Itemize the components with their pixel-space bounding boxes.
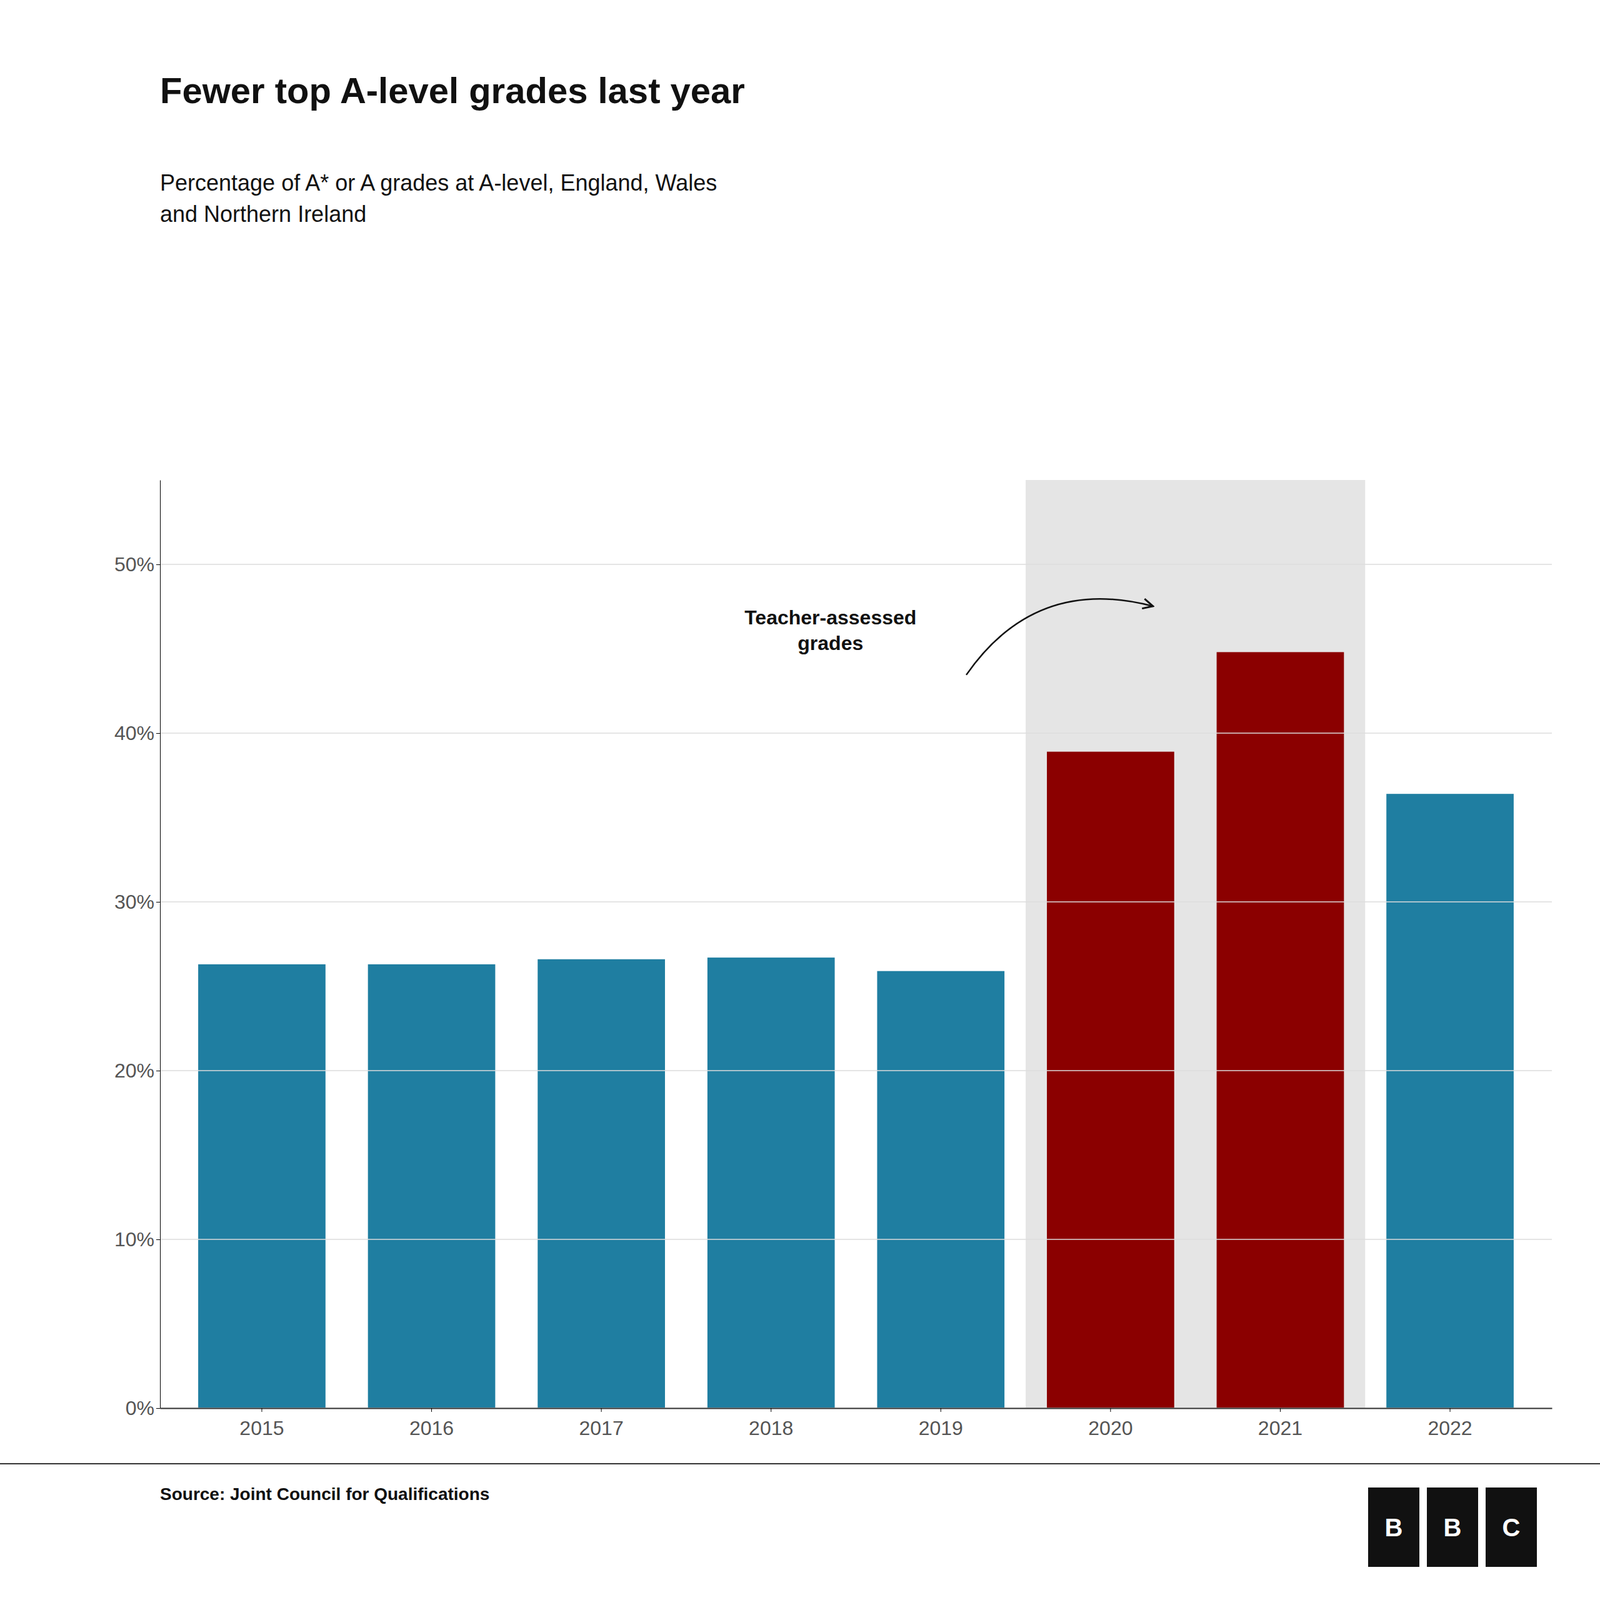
y-tick-label: 50% [114, 553, 155, 576]
y-tick-label: 20% [114, 1059, 155, 1082]
background [0, 0, 1600, 1600]
bar [537, 959, 665, 1409]
plot-area [198, 480, 1514, 1409]
grid-line [160, 1407, 1552, 1409]
x-tick-mark [770, 1408, 772, 1412]
grid-line [160, 563, 1552, 565]
y-tick-mark [156, 1408, 160, 1409]
grid-line [160, 732, 1552, 734]
x-axis-line [160, 1408, 1553, 1410]
grid-line [160, 901, 1552, 903]
y-tick: 0% [125, 1396, 160, 1420]
grid [160, 564, 1552, 1409]
logo-box [1368, 1487, 1420, 1567]
x-tick: 2018 [748, 1408, 794, 1440]
bar [1386, 793, 1514, 1409]
y-axis: 0% 10% 20% 30% 40% 50% [114, 480, 161, 1420]
bar [876, 971, 1005, 1409]
y-tick-mark [156, 1239, 160, 1240]
x-tick: 2021 [1258, 1408, 1303, 1440]
bar [1216, 651, 1345, 1409]
logo-letter: B [1385, 1513, 1404, 1542]
bar [198, 964, 326, 1409]
logo-box [1485, 1487, 1537, 1567]
annotation-line: Teacher-assessed [744, 606, 917, 629]
subtitle-line: Percentage of A* or A grades at A-level,… [160, 170, 717, 196]
x-tick: 2022 [1427, 1408, 1472, 1440]
x-tick-label: 2016 [409, 1416, 454, 1440]
source: Source: Joint Council for Qualifications [160, 1484, 490, 1504]
x-tick: 2019 [918, 1408, 964, 1440]
annotation: Teacher-assessedgrades [744, 606, 917, 655]
bars [198, 651, 1514, 1409]
y-axis-line [160, 480, 161, 1409]
logo-box [1426, 1487, 1479, 1567]
chart-root: 0% 10% 20% 30% 40% 50% 2015 2016 2017 2018 2019 202… [0, 0, 1600, 1600]
y-tick: 50% [114, 553, 160, 576]
x-tick-mark [940, 1408, 942, 1412]
x-tick-mark [601, 1408, 602, 1412]
x-tick-mark [431, 1408, 432, 1412]
x-tick: 2017 [579, 1408, 624, 1440]
y-tick: 40% [114, 721, 160, 745]
x-tick-mark [1110, 1408, 1111, 1412]
y-tick-mark [156, 564, 160, 565]
logo-letter: B [1443, 1513, 1462, 1542]
x-tick-label: 2015 [239, 1416, 284, 1440]
x-tick-label: 2022 [1427, 1416, 1472, 1440]
y-tick: 20% [114, 1059, 160, 1082]
y-tick-label: 40% [114, 721, 155, 745]
y-tick: 30% [114, 890, 160, 914]
grid-line [160, 1070, 1552, 1072]
x-tick: 2020 [1088, 1408, 1133, 1440]
x-tick-mark [1450, 1408, 1451, 1412]
y-tick: 10% [114, 1228, 160, 1251]
x-tick-label: 2019 [918, 1416, 964, 1440]
bar [707, 957, 835, 1409]
annotation-line: grades [797, 631, 864, 655]
x-tick-label: 2017 [579, 1416, 624, 1440]
y-tick-mark [156, 733, 160, 734]
logo: BBC [1368, 1487, 1537, 1567]
x-tick: 2015 [239, 1408, 284, 1440]
annotation-arrow [966, 598, 1154, 675]
bar [368, 964, 496, 1409]
x-axis: 2015 2016 2017 2018 2019 2020 2021 2022 [160, 1408, 1553, 1440]
logo-letter: C [1502, 1513, 1521, 1542]
x-tick-mark [1280, 1408, 1281, 1412]
x-tick-label: 2018 [748, 1416, 794, 1440]
x-tick-mark [261, 1408, 262, 1412]
y-tick-label: 30% [114, 890, 155, 914]
x-tick-label: 2021 [1258, 1416, 1303, 1440]
y-tick-label: 10% [114, 1228, 155, 1251]
grid-line [160, 1238, 1552, 1240]
subtitle: Percentage of A* or A grades at A-level,… [160, 170, 717, 227]
highlight-band [1025, 480, 1365, 1409]
y-tick-mark [156, 901, 160, 903]
x-tick: 2016 [409, 1408, 454, 1440]
bar [1046, 751, 1175, 1409]
title: Fewer top A-level grades last year [160, 70, 745, 111]
x-tick-label: 2020 [1088, 1416, 1133, 1440]
separator [0, 1463, 1600, 1465]
y-tick-label: 0% [125, 1396, 155, 1420]
subtitle-line: and Northern Ireland [160, 201, 367, 227]
y-tick-mark [156, 1070, 160, 1072]
